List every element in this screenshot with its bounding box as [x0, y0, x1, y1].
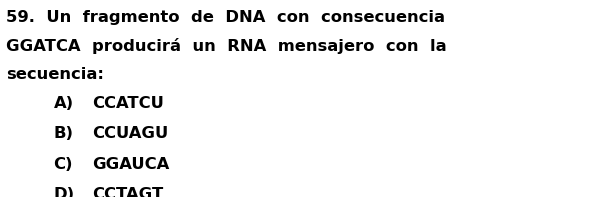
Text: D): D) — [54, 187, 75, 197]
Text: B): B) — [54, 126, 74, 141]
Text: CCATCU: CCATCU — [92, 96, 164, 111]
Text: CCUAGU: CCUAGU — [92, 126, 168, 141]
Text: GGAUCA: GGAUCA — [92, 157, 170, 172]
Text: secuencia:: secuencia: — [6, 67, 104, 82]
Text: GGATCA  producirá  un  RNA  mensajero  con  la: GGATCA producirá un RNA mensajero con la — [6, 38, 447, 54]
Text: A): A) — [54, 96, 74, 111]
Text: CCTAGT: CCTAGT — [92, 187, 164, 197]
Text: 59.  Un  fragmento  de  DNA  con  consecuencia: 59. Un fragmento de DNA con consecuencia — [6, 10, 445, 25]
Text: C): C) — [54, 157, 73, 172]
